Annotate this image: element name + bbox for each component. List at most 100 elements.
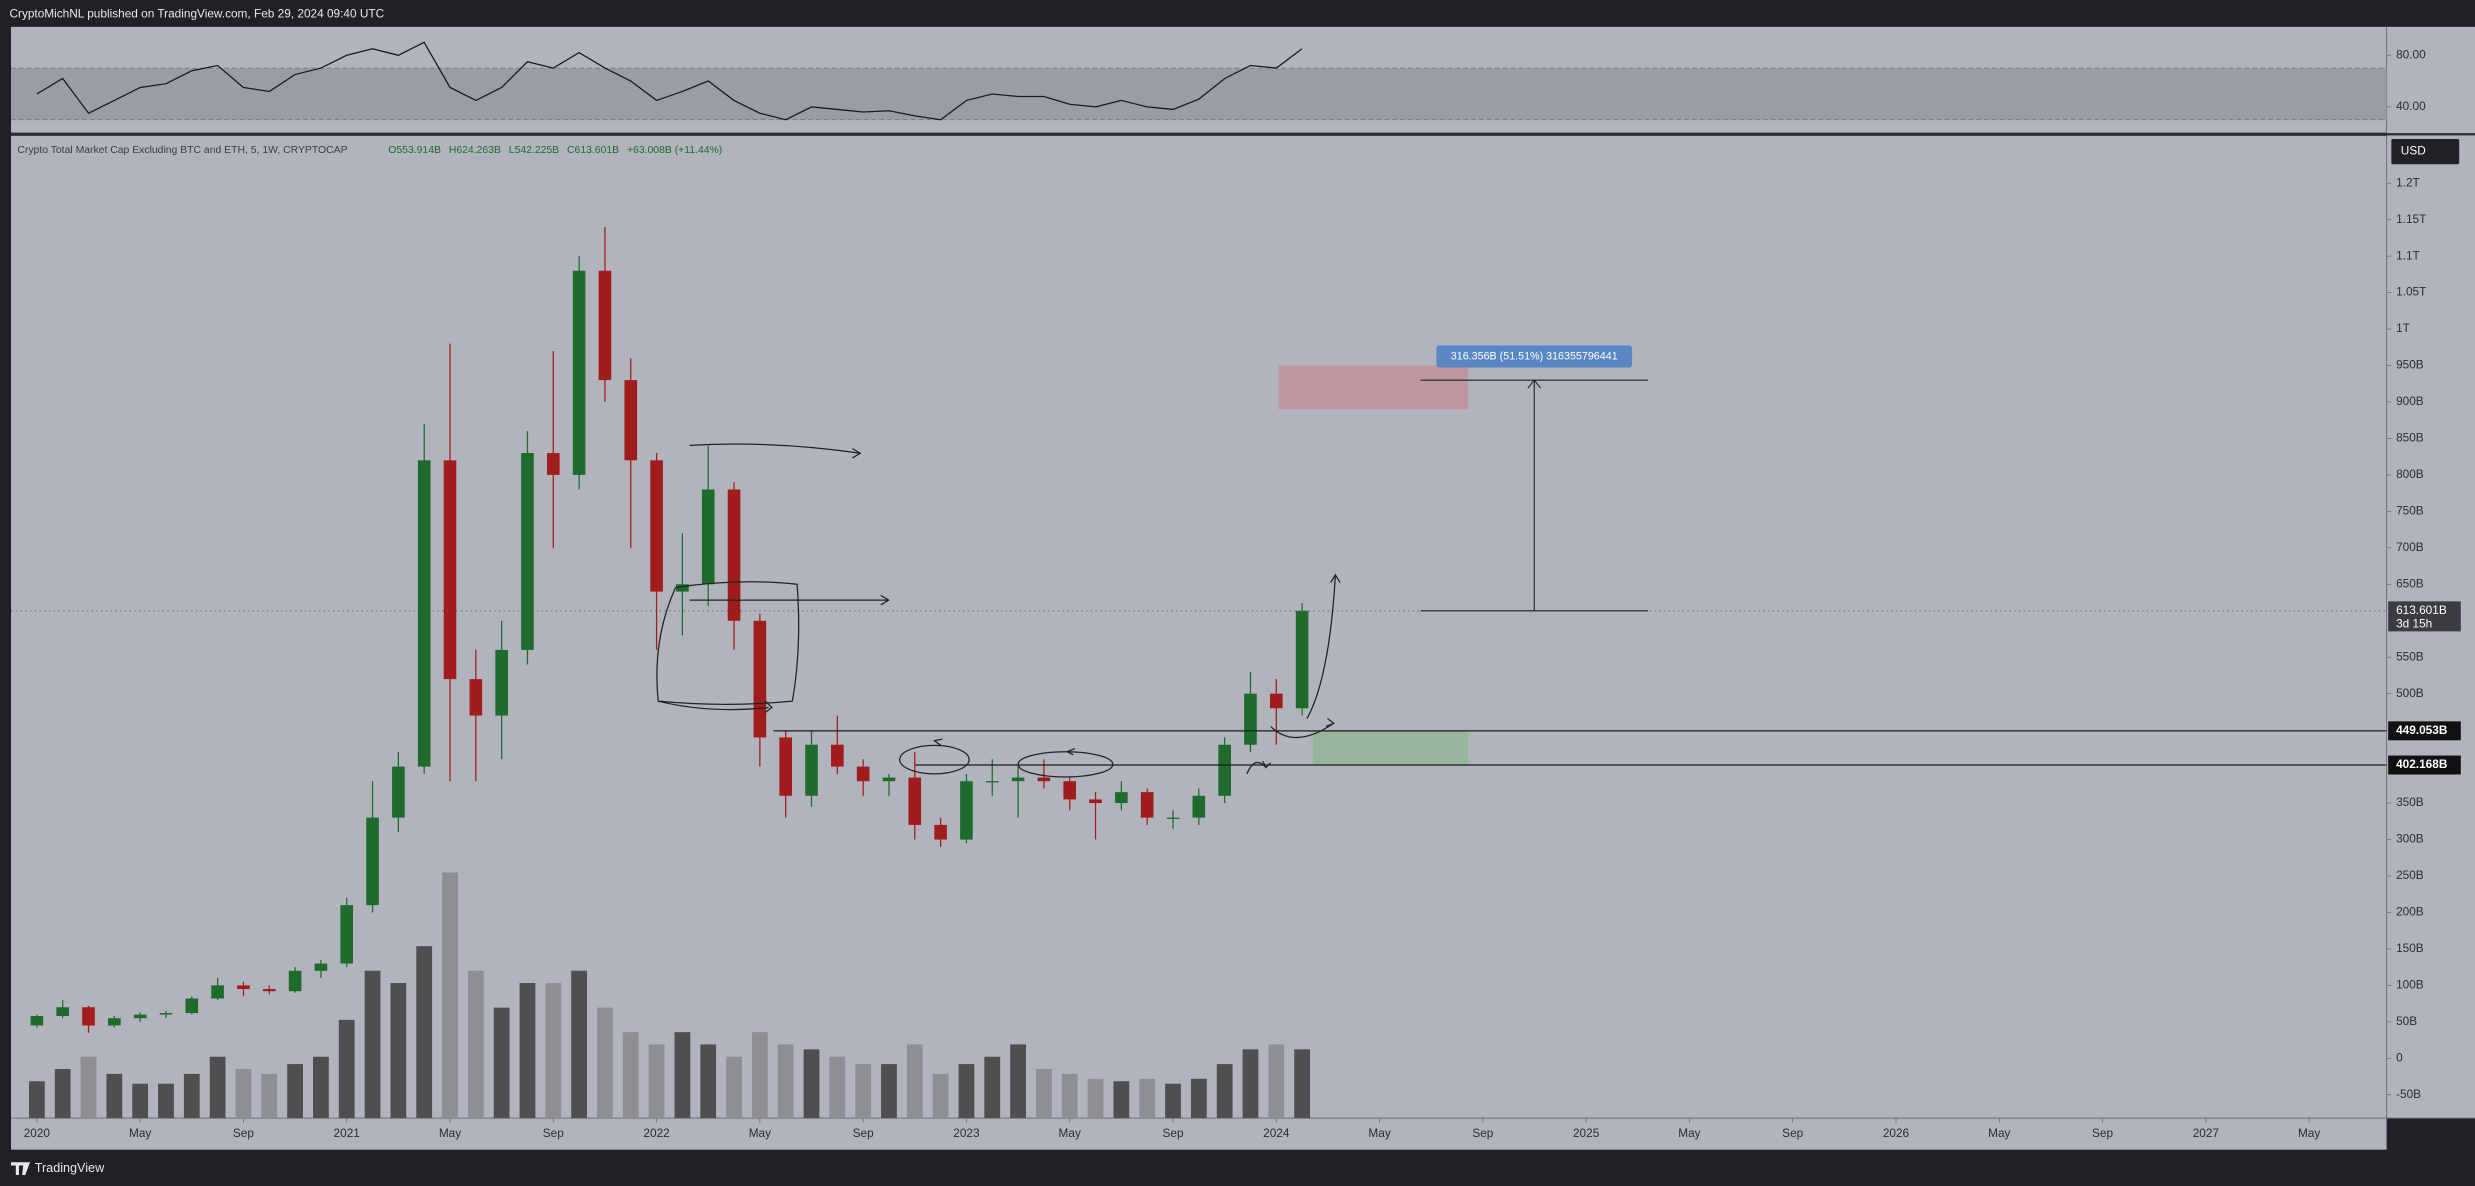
x-tick-label: 2027 [2193, 1126, 2219, 1140]
candle-body [82, 1007, 95, 1026]
measure-arrow [1527, 379, 1541, 389]
candle-body [340, 905, 354, 964]
volume-bar [906, 1044, 923, 1119]
x-tick-label: May [1368, 1126, 1390, 1140]
measure-label-box [1436, 345, 1633, 368]
candle-body [237, 985, 250, 990]
candle-body [1140, 792, 1154, 818]
volume-bar [1190, 1078, 1207, 1119]
volume-bar [1113, 1081, 1130, 1119]
candle-body [882, 777, 896, 782]
candle-body [314, 963, 328, 971]
candle-body [30, 1016, 44, 1026]
time-axis [11, 1118, 2387, 1150]
candle-body [1295, 610, 1309, 709]
volume-bar [571, 970, 588, 1119]
candle-body [495, 649, 508, 716]
price-pane [11, 135, 2387, 1119]
candle-body [443, 460, 457, 680]
volume-bar [1268, 1044, 1285, 1119]
countdown: 3d 15h [2396, 616, 2432, 630]
y-tick-label: 800B [2396, 467, 2424, 481]
volume-bar [1010, 1044, 1026, 1119]
volume-bar [1165, 1083, 1181, 1119]
candle-body [56, 1007, 70, 1017]
candle-body [262, 989, 276, 992]
level-box [2388, 755, 2461, 775]
candle-body [960, 781, 973, 840]
x-tick-label: May [1678, 1126, 1700, 1140]
y-tick-label: 950B [2396, 358, 2424, 372]
x-tick-label: May [439, 1126, 461, 1140]
volume-bar [881, 1064, 897, 1119]
y-tick-label: 150B [2396, 941, 2424, 955]
volume-bar [54, 1068, 71, 1119]
y-tick-label: 900B [2396, 394, 2424, 408]
x-tick-label: 2025 [1573, 1126, 1600, 1140]
drawing-arrow [932, 738, 1076, 756]
x-tick-label: May [749, 1126, 771, 1140]
volume-bar [132, 1083, 149, 1119]
x-tick-label: 2022 [643, 1126, 669, 1140]
measure-label: 316.356B (51.51%) 316355796441 [1451, 350, 1618, 362]
y-tick-label: 750B [2396, 503, 2424, 517]
volume-bar [261, 1073, 278, 1119]
candle-body [831, 744, 844, 767]
candle-body [805, 744, 818, 796]
x-tick-label: 2023 [953, 1126, 980, 1140]
volume-bar [28, 1081, 45, 1119]
candle-body [572, 270, 586, 475]
candle-body [546, 453, 560, 475]
y-tick-label: 850B [2396, 431, 2424, 445]
candle-body [1218, 744, 1231, 796]
y-tick-label: 100B [2396, 977, 2424, 991]
rsi-band [11, 68, 2387, 120]
volume-bar [390, 983, 407, 1119]
ohlc-label: +63.008B (+11.44%) [627, 145, 722, 156]
volume-bar [338, 1019, 355, 1119]
volume-bar [932, 1073, 949, 1119]
y-tick-label: 1.15T [2396, 212, 2426, 226]
volume-bar [1216, 1064, 1233, 1119]
drawings [656, 443, 1341, 778]
candle-body [1244, 693, 1257, 745]
x-tick-label: Sep [2092, 1126, 2113, 1140]
candle-body [1115, 792, 1128, 804]
volume-bar [313, 1056, 329, 1119]
volume-bar [80, 1056, 97, 1119]
volume-bar [751, 1032, 768, 1119]
ohlc-label: L542.225B [509, 145, 559, 156]
y-tick-label: 0 [2396, 1050, 2403, 1064]
y-tick-label: 250B [2396, 868, 2424, 882]
candle-body [288, 970, 302, 992]
price-axis [2386, 26, 2475, 1119]
currency-box[interactable] [2391, 138, 2460, 165]
rsi-tick-label: 40.00 [2396, 99, 2426, 113]
candle-body [934, 824, 947, 840]
y-tick-label: 300B [2396, 832, 2424, 846]
candle-body [417, 460, 431, 767]
drawing-box [656, 581, 800, 711]
candle-body [211, 985, 224, 999]
x-tick-label: 2026 [1883, 1126, 1910, 1140]
ohlc-label: C613.601B [567, 145, 619, 156]
volume-bar [287, 1064, 303, 1119]
candle-body [108, 1018, 121, 1026]
y-tick-label: 1.05T [2396, 285, 2426, 299]
y-tick-label: 650B [2396, 576, 2424, 590]
volume-bar [1087, 1078, 1104, 1119]
x-tick-label: Sep [1162, 1126, 1183, 1140]
publisher: CryptoMichNL published on TradingView.co… [9, 6, 384, 20]
drawing-arrow [1246, 760, 1272, 775]
candle-body [159, 1013, 173, 1015]
zone [1313, 730, 1468, 766]
candle-body [908, 777, 922, 825]
currency[interactable]: USD [2401, 144, 2426, 158]
candle-body [598, 270, 612, 381]
volume-bar [855, 1064, 872, 1119]
candle-body [133, 1014, 147, 1019]
drawing-arrow [765, 700, 773, 713]
candle-body [676, 584, 689, 592]
x-tick-label: Sep [543, 1126, 564, 1140]
